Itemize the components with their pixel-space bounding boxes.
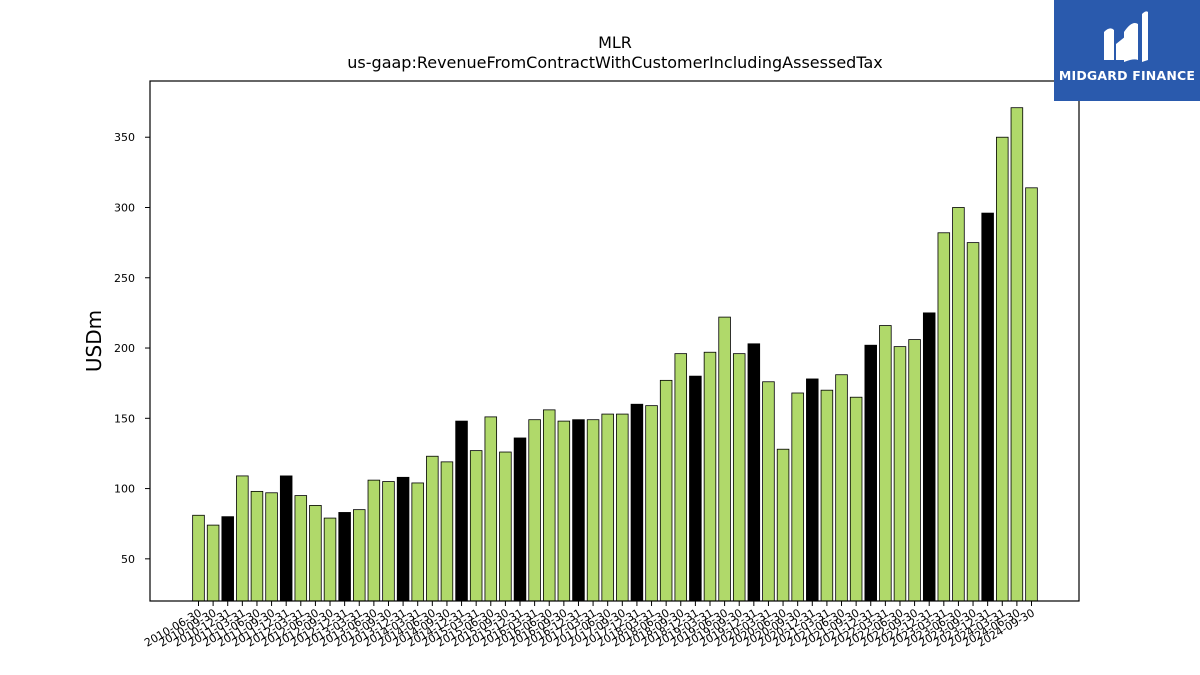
bar <box>893 346 907 602</box>
bar <box>981 212 994 602</box>
bar <box>353 509 366 602</box>
bar <box>367 479 381 602</box>
bar <box>645 405 658 602</box>
bar <box>1025 187 1038 602</box>
bar <box>849 396 863 602</box>
bar <box>674 353 688 602</box>
bar <box>835 374 848 602</box>
bar <box>250 490 264 602</box>
y-tick-label: 50 <box>121 553 135 566</box>
bar <box>820 389 834 602</box>
bar <box>557 420 571 602</box>
bar <box>323 517 337 602</box>
bar <box>396 476 410 602</box>
y-tick-label: 150 <box>114 412 135 425</box>
bar <box>879 325 892 602</box>
brand-logo: MIDGARD FINANCE <box>1054 0 1200 101</box>
bar <box>630 403 644 602</box>
bar <box>572 419 585 602</box>
bar <box>236 475 249 602</box>
bar <box>265 492 278 602</box>
bar <box>922 312 936 602</box>
midgard-logo-icon <box>1104 11 1148 63</box>
bar <box>747 343 761 602</box>
bar <box>1010 107 1024 602</box>
brand-name: MIDGARD FINANCE <box>1058 68 1196 83</box>
bar <box>382 481 395 602</box>
bar <box>952 207 965 602</box>
bar <box>762 381 775 602</box>
bar <box>806 378 819 602</box>
bar <box>206 524 220 602</box>
bar <box>732 353 746 602</box>
bar <box>294 495 308 602</box>
bar <box>221 516 234 602</box>
bar <box>659 379 673 602</box>
bar <box>966 242 980 602</box>
bar <box>513 437 527 602</box>
bar <box>338 512 351 602</box>
bar <box>440 461 454 602</box>
bar <box>528 419 541 602</box>
y-axis-label: USDm <box>82 310 106 372</box>
y-tick-label: 350 <box>114 131 135 144</box>
bar <box>689 375 702 602</box>
bar <box>776 448 790 602</box>
bar <box>791 392 804 602</box>
bar <box>309 505 322 602</box>
bar <box>864 344 877 602</box>
bar <box>455 420 468 602</box>
bar <box>718 316 731 602</box>
bar <box>542 409 556 602</box>
bar <box>484 416 498 602</box>
y-tick-label: 100 <box>114 483 135 496</box>
y-tick-label: 250 <box>114 272 135 285</box>
bar <box>908 339 921 602</box>
bar <box>411 482 424 602</box>
chart-title: MLR <box>598 33 632 52</box>
bar <box>426 455 439 602</box>
bar <box>601 413 614 602</box>
y-tick-label: 200 <box>114 342 135 355</box>
bars <box>192 107 1038 602</box>
bar <box>469 450 483 602</box>
bar <box>499 451 512 602</box>
x-axis: 2010-06-302010-09-302010-12-312011-03-31… <box>142 601 1037 650</box>
plot-frame <box>149 80 1080 602</box>
bar <box>279 475 293 602</box>
chart-subtitle: us-gaap:RevenueFromContractWithCustomerI… <box>347 53 882 72</box>
bar <box>616 413 629 602</box>
y-axis: 50 100 150 200 250 300 350 <box>114 131 150 566</box>
bar <box>703 351 717 602</box>
bar <box>586 419 600 602</box>
bar <box>192 514 205 602</box>
y-tick-label: 300 <box>114 201 135 214</box>
bar <box>996 136 1009 602</box>
bar <box>937 232 951 602</box>
